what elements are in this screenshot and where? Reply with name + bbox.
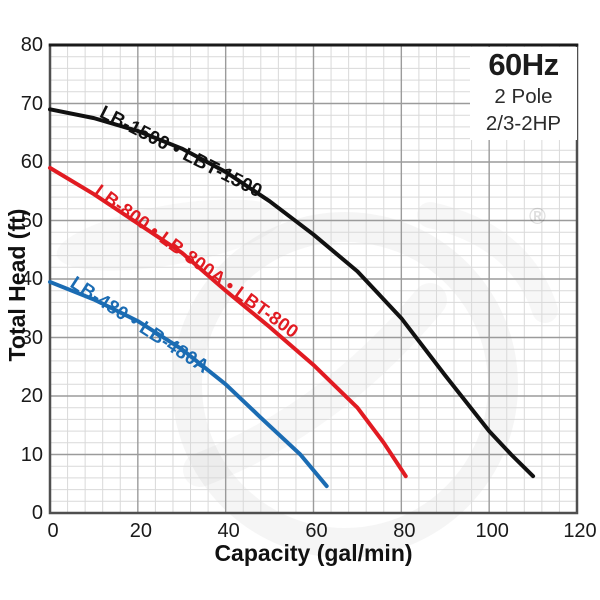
curve-2 xyxy=(48,279,329,489)
curve-1 xyxy=(48,165,408,479)
y-tick-label-80: 80 xyxy=(20,34,43,56)
legend-hp-range: 2/3-2HP xyxy=(485,112,562,135)
x-tick-label-60: 60 xyxy=(305,520,328,542)
legend-pole: 2 Pole xyxy=(494,85,553,108)
y-tick-label-70: 70 xyxy=(20,92,43,115)
y-tick-label-30: 30 xyxy=(20,326,43,349)
legend-box: 60Hz 2 Pole 2/3-2HP xyxy=(470,47,577,140)
y-tick-label-40: 40 xyxy=(20,268,43,290)
x-tick-label-120: 120 xyxy=(563,520,597,542)
y-tick-label-20: 20 xyxy=(20,385,43,407)
plot-border xyxy=(48,43,579,515)
x-tick-label-0: 0 xyxy=(47,520,59,542)
x-tick-label-80: 80 xyxy=(393,520,416,542)
y-tick-label-0: 0 xyxy=(31,502,43,524)
curve-0 xyxy=(48,107,536,479)
x-tick-label-20: 20 xyxy=(129,520,152,542)
x-tick-label-100: 100 xyxy=(475,520,509,542)
y-axis-title: Total Head (ft) xyxy=(4,208,30,362)
pump-curves xyxy=(48,107,536,489)
y-tick-label-10: 10 xyxy=(20,443,43,466)
x-tick-label-40: 40 xyxy=(217,520,240,542)
x-axis-title: Capacity (gal/min) xyxy=(214,540,413,566)
watermark-registered-icon: ® xyxy=(529,203,546,229)
y-tick-label-50: 50 xyxy=(20,209,43,232)
y-tick-label-60: 60 xyxy=(20,151,43,173)
legend-frequency: 60Hz xyxy=(488,47,559,82)
